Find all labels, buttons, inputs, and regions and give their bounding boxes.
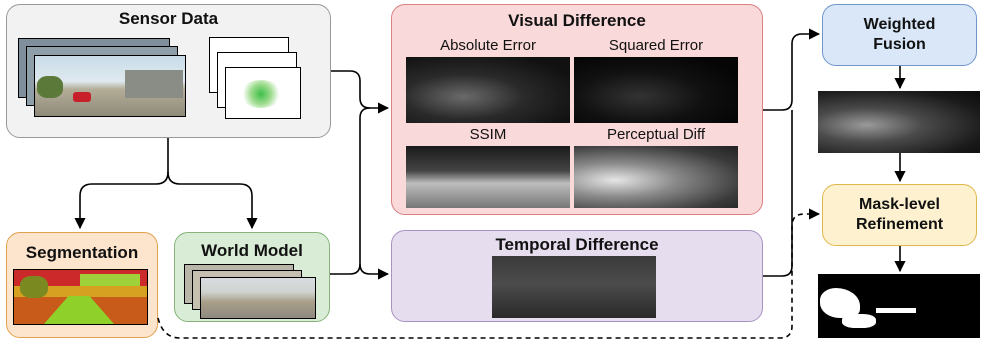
perceptual-diff-label: Perceptual Diff: [606, 126, 706, 143]
red-car-icon: [73, 92, 91, 102]
world-model-title: World Model: [201, 241, 303, 260]
mask-blob-mid: [876, 308, 916, 313]
arrow-world-model-to-visual: [330, 107, 371, 275]
mask-blob-left: [820, 288, 860, 318]
absolute-error-label: Absolute Error: [440, 37, 536, 54]
ssim-image: [406, 146, 570, 208]
temporal-difference-image: [492, 256, 656, 318]
arrow-sensor-to-visual: [331, 70, 390, 114]
mask-blob-car: [842, 314, 876, 328]
mask-refinement-line1: Mask-level: [859, 196, 940, 213]
ssim-label: SSIM: [469, 126, 507, 143]
mask-refinement-line2: Refinement: [855, 216, 944, 233]
arrow-world-model-to-temporal: [359, 263, 390, 280]
arrow-temporal-to-fusion: [763, 110, 793, 277]
arrow-visual-to-fusion: [763, 28, 821, 111]
lidar-points: [240, 80, 282, 108]
squared-error-image: [574, 57, 738, 123]
absolute-error-image: [406, 57, 570, 123]
seg-vegetation: [20, 276, 48, 298]
arrow-sensor-to-segmentation: [74, 138, 169, 230]
seg-sky: [80, 274, 140, 286]
trees: [37, 76, 63, 98]
arrow-sensor-to-world-model: [167, 171, 258, 230]
segmentation-title: Segmentation: [25, 243, 139, 262]
arrow-segmentation-to-refinement: [157, 208, 821, 339]
visual-difference-title: Visual Difference: [508, 11, 646, 30]
perceptual-diff-image: [574, 146, 738, 208]
segmentation-image: [13, 269, 148, 325]
lidar-frame-front: [225, 67, 301, 119]
weighted-fusion-line2: Fusion: [873, 36, 926, 53]
squared-error-label: Squared Error: [608, 37, 704, 54]
mask-refinement-box: Mask-level Refinement: [822, 184, 977, 246]
fused-error-map: [818, 91, 980, 153]
temporal-difference-title: Temporal Difference: [495, 235, 659, 254]
roadside-wall: [125, 70, 183, 98]
camera-frame-front: [34, 55, 186, 117]
sensor-data-title: Sensor Data: [118, 9, 219, 28]
weighted-fusion-line1: Weighted: [863, 16, 936, 33]
anomaly-mask: [818, 274, 980, 338]
weighted-fusion-box: Weighted Fusion: [822, 4, 977, 66]
world-model-frame-front: [200, 277, 316, 319]
